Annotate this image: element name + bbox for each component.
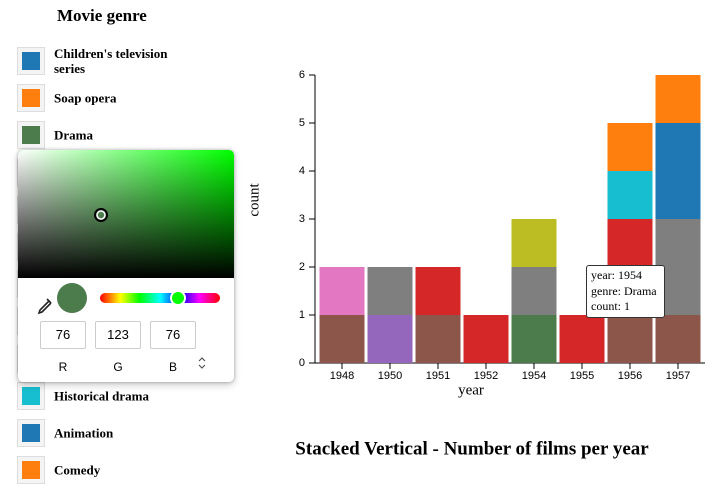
legend-swatch-color [22,461,40,480]
saturation-handle[interactable] [94,208,108,222]
bar-segment [607,171,653,219]
blue-label: B [168,360,177,374]
legend-swatch-color [22,126,40,145]
bar-segment [559,315,605,363]
tooltip-line: year: 1954 [591,268,642,282]
bar-segment [415,267,461,315]
bar-segment [511,315,557,363]
legend-title: Movie genre [57,6,147,25]
format-toggle[interactable] [198,357,206,369]
x-axis-label: year [458,382,484,398]
bar-segment [367,315,413,363]
bar-segment [415,315,461,363]
bar-segment [655,75,701,123]
red-input[interactable]: 76 [40,321,86,349]
blue-input[interactable]: 76 [150,321,196,349]
x-tick-label: 1948 [330,370,354,382]
tooltip-line: count: 1 [591,299,630,313]
eyedropper[interactable] [37,298,52,315]
chart-title: Stacked Vertical - Number of films per y… [295,438,649,459]
tooltip-line: genre: Drama [591,283,657,298]
x-tick-label: 1951 [426,370,450,382]
legend-swatch[interactable] [17,121,45,150]
y-axis-label: count [246,183,262,217]
x-tick-label: 1955 [570,370,594,382]
bar-segment [463,315,509,363]
x-tick-label: 1954 [522,370,546,382]
hue-thumb[interactable] [170,290,186,306]
legend-label: Drama [54,127,93,143]
legend-swatch[interactable] [17,47,45,75]
y-tick-label: 0 [299,357,305,369]
bar-segment [319,315,365,363]
bar-segment [367,267,413,315]
legend-swatch-color [22,52,40,70]
legend-swatch-color [22,89,40,108]
picker-controls [37,208,220,369]
current-color [57,283,87,313]
bar-segment [319,267,365,315]
eyedropper-icon [37,298,52,315]
x-tick-label: 1957 [666,370,690,382]
legend-label: Historical drama [54,388,149,404]
bar-segment [511,267,557,315]
color-picker: 76 123 76 R G B [18,150,234,382]
y-tick-label: 1 [299,309,305,321]
bar-segment [607,123,653,171]
bar-segment [511,219,557,267]
green-input[interactable]: 123 [95,321,141,349]
legend-label: Children's television series [54,46,168,76]
hue-slider[interactable] [100,293,220,303]
saturation-handle-ring [96,210,106,220]
legend-label: Animation [54,425,114,441]
y-tick-label: 6 [299,69,305,81]
tooltip: year: 1954 genre: Drama count: 1 [586,265,665,318]
red-label: R [58,360,68,374]
legend-swatch[interactable] [17,456,45,485]
legend-swatch-color [22,386,40,405]
bar-segment [655,315,701,363]
legend-label: Soap opera [54,90,117,106]
y-tick-label: 2 [299,261,305,273]
x-tick-label: 1950 [378,370,402,382]
y-tick-label: 3 [299,213,305,225]
green-label: G [113,360,123,374]
saturation-area[interactable] [18,150,234,278]
legend-swatch[interactable] [17,419,45,447]
legend-label: Comedy [54,462,101,478]
x-tick-label: 1952 [474,370,498,382]
x-tick-label: 1956 [618,370,642,382]
y-tick-label: 5 [299,117,305,129]
legend-swatch[interactable] [17,381,45,410]
legend-swatch[interactable] [17,84,45,113]
bar-segment [655,123,701,219]
bar-segment [607,315,653,363]
legend-swatch-color [22,424,40,442]
y-tick-label: 4 [299,165,305,177]
